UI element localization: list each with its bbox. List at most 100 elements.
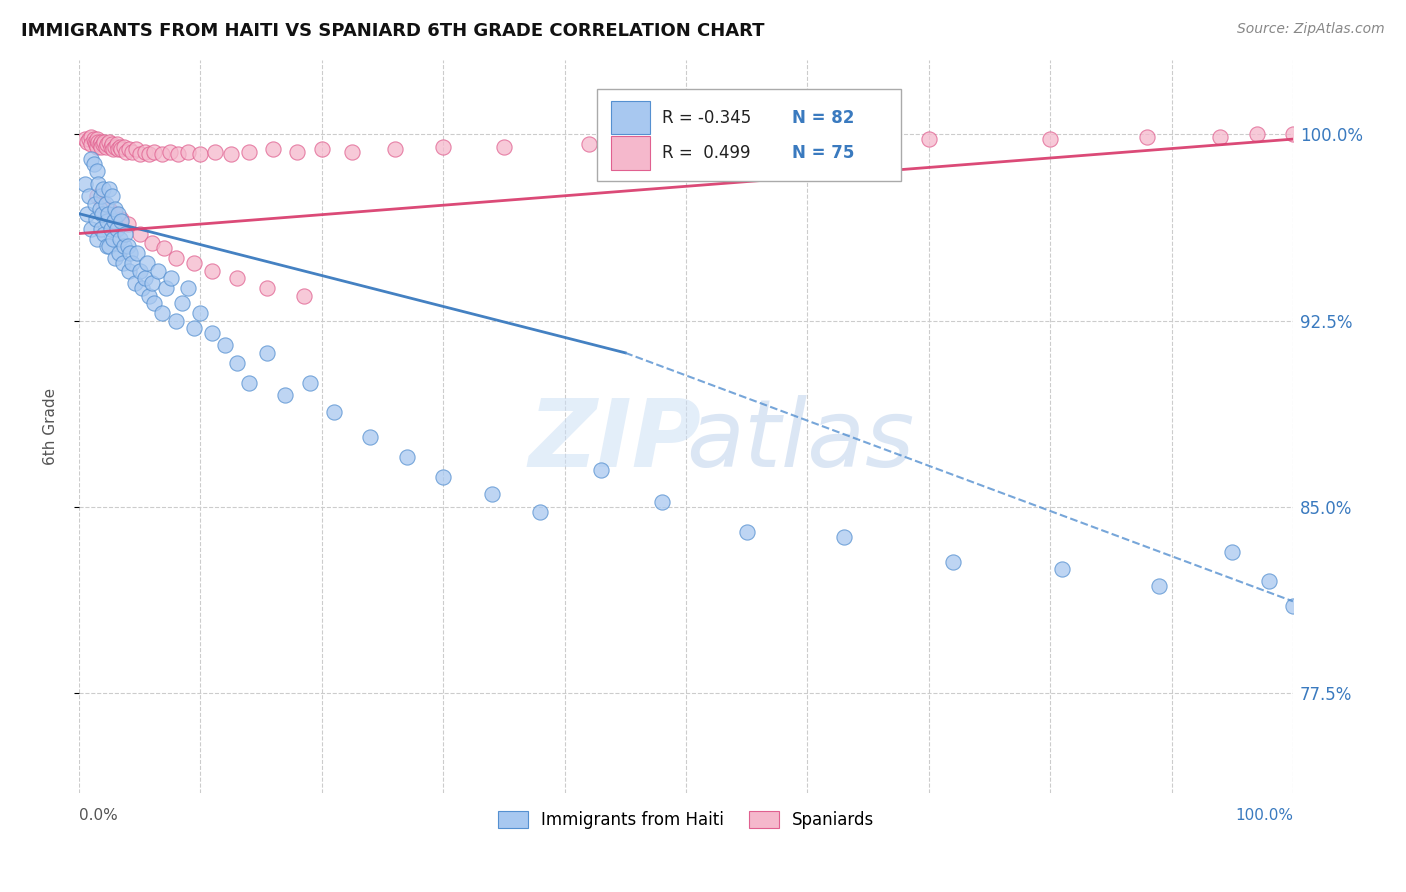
Point <box>90 189 112 203</box>
Point <box>134 145 156 159</box>
Point <box>118 264 141 278</box>
Point <box>98 202 121 216</box>
Point <box>104 207 127 221</box>
Point <box>1282 599 1305 614</box>
Point <box>125 142 148 156</box>
Point <box>1246 127 1268 141</box>
Point <box>138 147 160 161</box>
Point <box>80 137 103 152</box>
Point <box>578 137 600 152</box>
Text: atlas: atlas <box>686 395 914 486</box>
Text: N = 75: N = 75 <box>792 144 853 161</box>
Point <box>225 356 247 370</box>
Point <box>80 152 103 166</box>
Point <box>76 207 98 221</box>
Point <box>238 376 260 390</box>
Point <box>589 462 612 476</box>
Point <box>80 129 103 144</box>
Point <box>942 555 965 569</box>
Point <box>340 145 363 159</box>
Point <box>103 214 125 228</box>
Point <box>96 137 118 152</box>
Point <box>110 214 132 228</box>
Point <box>124 277 146 291</box>
FancyBboxPatch shape <box>610 136 650 169</box>
Point <box>117 239 139 253</box>
Text: N = 82: N = 82 <box>792 109 853 127</box>
Point <box>104 252 127 266</box>
Point <box>153 242 176 256</box>
Point <box>100 139 122 153</box>
Point <box>118 246 141 260</box>
Point <box>214 338 236 352</box>
Point <box>107 207 129 221</box>
Text: Source: ZipAtlas.com: Source: ZipAtlas.com <box>1237 22 1385 37</box>
Point <box>93 135 115 149</box>
Point <box>112 239 135 253</box>
Point <box>172 296 194 310</box>
Point <box>188 306 211 320</box>
Point <box>128 264 150 278</box>
Point <box>107 142 129 156</box>
Point <box>76 135 98 149</box>
Point <box>1149 579 1171 593</box>
Legend: Immigrants from Haiti, Spaniards: Immigrants from Haiti, Spaniards <box>491 804 882 836</box>
Point <box>359 430 381 444</box>
Point <box>110 139 132 153</box>
Point <box>432 470 454 484</box>
Point <box>101 231 124 245</box>
Point <box>94 196 117 211</box>
Point <box>91 137 114 152</box>
Point <box>112 139 135 153</box>
Point <box>83 157 105 171</box>
Point <box>105 137 128 152</box>
Point <box>1220 544 1243 558</box>
Point <box>84 137 107 152</box>
Point <box>219 147 242 161</box>
Point <box>651 495 673 509</box>
FancyBboxPatch shape <box>598 89 901 180</box>
Point <box>83 132 105 146</box>
Point <box>98 239 121 253</box>
Point <box>384 142 406 156</box>
Point <box>177 145 200 159</box>
Point <box>110 142 132 156</box>
Point <box>110 211 132 226</box>
Point <box>121 256 143 270</box>
Point <box>155 281 177 295</box>
Point <box>1052 562 1074 576</box>
Point <box>91 196 114 211</box>
Point <box>1136 129 1159 144</box>
Point <box>86 164 108 178</box>
Point <box>735 524 758 539</box>
Point <box>796 135 818 149</box>
Point <box>146 264 169 278</box>
Point <box>90 221 112 235</box>
Point <box>127 246 149 260</box>
Point <box>322 405 344 419</box>
Point <box>118 142 141 156</box>
Point <box>101 142 124 156</box>
Text: ZIP: ZIP <box>529 395 702 487</box>
Point <box>77 132 100 146</box>
Point <box>165 252 187 266</box>
Point <box>188 147 211 161</box>
Point <box>104 202 127 216</box>
Point <box>311 142 333 156</box>
Text: IMMIGRANTS FROM HAITI VS SPANIARD 6TH GRADE CORRELATION CHART: IMMIGRANTS FROM HAITI VS SPANIARD 6TH GR… <box>21 22 765 40</box>
Text: 100.0%: 100.0% <box>1234 807 1294 822</box>
Point <box>150 306 173 320</box>
Point <box>128 147 150 161</box>
Point <box>111 256 134 270</box>
Point <box>77 189 100 203</box>
Point <box>395 450 418 465</box>
Point <box>201 264 224 278</box>
Point <box>1039 132 1062 146</box>
Point <box>274 388 297 402</box>
Point <box>529 505 551 519</box>
Point <box>114 227 136 241</box>
Point <box>256 346 278 360</box>
Point <box>96 214 118 228</box>
Point <box>89 202 111 216</box>
Text: R =  0.499: R = 0.499 <box>662 144 751 161</box>
